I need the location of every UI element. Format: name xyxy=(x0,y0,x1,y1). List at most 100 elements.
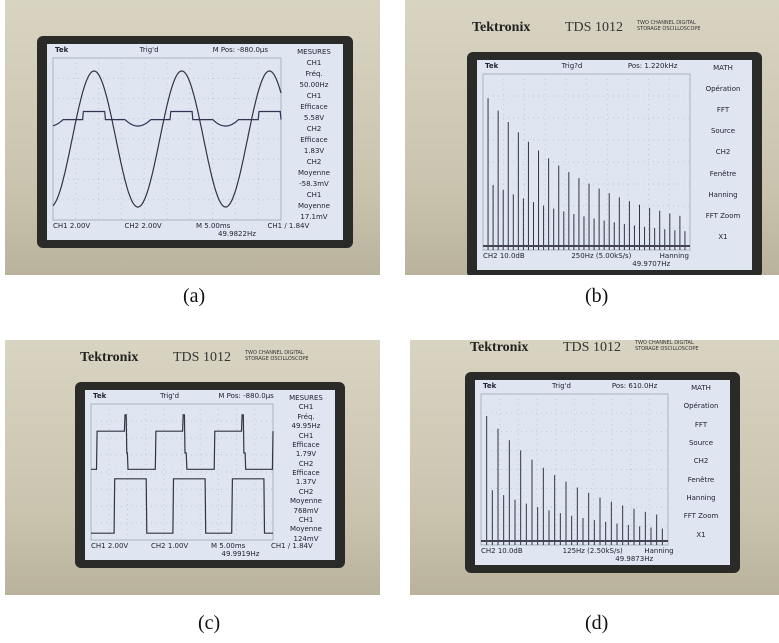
readout-text: M 5.00ms xyxy=(196,222,231,230)
screen: Tek Trig'd M Pos: -880.0µs MESURES CH1 Fréq. 5… xyxy=(47,44,343,240)
menu-text: 1.37V xyxy=(295,478,317,487)
model: TDS 1012 xyxy=(565,20,623,35)
readout-text: Hanning xyxy=(644,547,674,555)
trace xyxy=(52,110,282,127)
brand: Tektronix xyxy=(470,340,529,355)
readout-text: CH1 2.00V xyxy=(91,542,129,550)
readout-text: CH2 10.0dB xyxy=(483,252,525,260)
status-text: Tek xyxy=(485,62,499,70)
menu-text: Moyenne xyxy=(290,525,322,534)
screen: Tek Trig'd Pos: 610.0Hz MATH Opération FFT Sou… xyxy=(475,380,730,565)
brand: Tektronix xyxy=(472,20,531,35)
menu-text: CH2 xyxy=(298,487,314,496)
menu-text: Fréq. xyxy=(305,70,323,78)
model: TDS 1012 xyxy=(173,350,231,365)
menu-text: CH1 xyxy=(298,403,314,412)
menu-text: FFT xyxy=(694,420,708,429)
panel-label: (a) xyxy=(183,285,206,307)
readout-text: M 5.00ms xyxy=(211,542,246,550)
menu-text: Opération xyxy=(705,85,741,94)
menu-text: Hanning xyxy=(686,494,716,502)
menu-text: CH1 xyxy=(306,92,322,100)
readout-text: 49.9919Hz xyxy=(221,550,260,558)
readout-text: Hanning xyxy=(659,252,689,260)
subtitle: TWO CHANNEL DIGITAL STORAGE OSCILLOSCOPE xyxy=(635,340,699,352)
status-text: Pos: 1.220kHz xyxy=(627,62,678,70)
waveform-area xyxy=(52,57,282,221)
status-text: Pos: 610.0Hz xyxy=(611,382,658,390)
menu-text: Fenêtre xyxy=(687,475,715,484)
status-text: Tek xyxy=(55,46,69,54)
subtitle: TWO CHANNEL DIGITAL STORAGE OSCILLOSCOPE xyxy=(245,350,309,362)
menu-text: Efficace xyxy=(300,103,328,111)
menu-text: Opération xyxy=(683,402,719,411)
menu-text: MESURES xyxy=(297,48,331,56)
readout-text: 49.9707Hz xyxy=(632,260,671,268)
waveform-area xyxy=(482,73,691,251)
menu-text: 49.95Hz xyxy=(291,422,321,431)
menu-text: X1 xyxy=(718,232,728,241)
menu-text: FFT xyxy=(716,106,730,115)
trace xyxy=(91,414,274,470)
menu-text: CH1 xyxy=(298,515,314,524)
readout-text: CH1 ∕ 1.84V xyxy=(267,222,310,230)
panel-label: (b) xyxy=(585,285,609,307)
menu-text: MESURES xyxy=(289,394,323,402)
menu-text: 1.79V xyxy=(295,450,317,459)
menu-text: 1.83V xyxy=(303,147,325,155)
waveform-area xyxy=(90,403,274,541)
readout-text: CH2 10.0dB xyxy=(481,547,523,555)
menu-text: X1 xyxy=(696,530,706,539)
readout-text: CH1 ∕ 1.84V xyxy=(271,542,313,550)
readout-text: 49.9873Hz xyxy=(615,555,654,563)
subtitle: TWO CHANNEL DIGITAL STORAGE OSCILLOSCOPE xyxy=(637,20,701,32)
menu-text: 124mV xyxy=(293,534,319,543)
trace xyxy=(91,478,273,534)
menu-text: CH2 xyxy=(715,148,731,157)
photo: Tektronix TDS 1012 TWO CHANNEL DIGITAL STO… xyxy=(5,340,380,595)
status-text: Trig'd xyxy=(160,392,180,400)
status-text: Trig?d xyxy=(561,62,583,70)
menu-text: Fenêtre xyxy=(709,169,737,178)
screen: Tek Trig'd M Pos: -880.0µs MESURES CH1 Fréq. 4… xyxy=(85,390,335,560)
status-text: Trig'd xyxy=(552,382,571,390)
readout-text: 250Hz (5.00kS/s) xyxy=(571,252,632,260)
trace xyxy=(52,70,282,208)
readout-text: CH2 1.00V xyxy=(151,542,189,550)
status-text: M Pos: -880.0µs xyxy=(218,392,274,400)
status-text: Tek xyxy=(93,392,107,400)
menu-text: 17.1mV xyxy=(300,213,328,221)
menu-text: 768mV xyxy=(293,506,319,515)
menu-text: Efficace xyxy=(292,440,320,449)
readout-text: CH2 2.00V xyxy=(124,222,162,230)
panel-label: (d) xyxy=(585,612,609,634)
status-text: M Pos: -880.0µs xyxy=(212,46,269,54)
brand: Tektronix xyxy=(80,350,139,365)
menu-text: Moyenne xyxy=(290,497,322,506)
readout-text: 125Hz (2.50kS/s) xyxy=(562,547,623,555)
menu-text: MATH xyxy=(713,64,733,72)
menu-text: Source xyxy=(688,439,714,447)
menu-text: Moyenne xyxy=(298,169,330,177)
photo: Tek Trig'd M Pos: -880.0µs MESURES CH1 Fréq. 5… xyxy=(5,0,380,275)
status-text: Trig'd xyxy=(139,46,159,54)
menu-text: CH1 xyxy=(306,191,322,199)
menu-text: Source xyxy=(710,127,736,136)
readout-text: 49.9822Hz xyxy=(218,230,256,238)
menu-text: CH1 xyxy=(306,59,322,67)
menu-text: Efficace xyxy=(292,469,320,477)
menu-text: -58.3mV xyxy=(299,180,329,188)
menu-text: Efficace xyxy=(300,136,328,144)
menu-text: 5.58V xyxy=(303,114,325,122)
menu-text: 50.00Hz xyxy=(299,81,329,89)
menu-text: Fréq. xyxy=(297,412,315,421)
menu-text: CH2 xyxy=(298,459,314,468)
menu-text: MATH xyxy=(691,384,711,392)
status-text: Tek xyxy=(483,382,497,390)
menu-text: Moyenne xyxy=(298,202,330,210)
menu-text: Hanning xyxy=(708,190,738,199)
menu-text: CH2 xyxy=(306,158,322,166)
menu-text: CH2 xyxy=(693,457,709,466)
menu-text: FFT Zoom xyxy=(705,211,741,220)
